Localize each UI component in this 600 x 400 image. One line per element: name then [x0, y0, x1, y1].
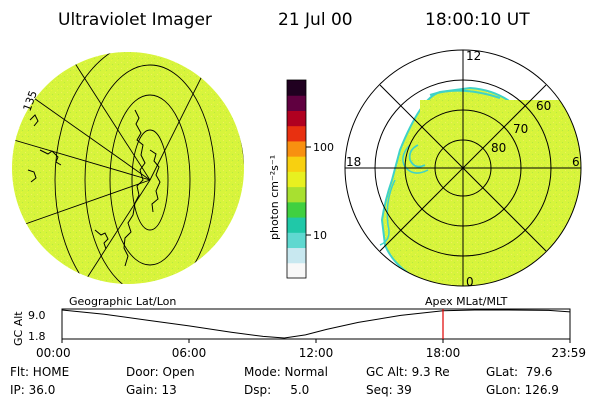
mlat-label-80: 80: [491, 141, 506, 155]
coastlines: [27, 109, 161, 267]
header-title: Ultraviolet Imager: [58, 10, 212, 30]
colorbar-step: [287, 201, 306, 218]
colorbar-label: photon cm⁻²s⁻¹: [268, 155, 281, 240]
status-seq: Seq: 39: [366, 383, 412, 397]
xtick-label: 23:59: [551, 346, 586, 360]
colorbar-step: [287, 232, 306, 249]
xtick-label: 12:00: [299, 346, 334, 360]
status-mode: Mode: Normal: [244, 365, 328, 379]
mlat-label-60: 60: [536, 99, 551, 113]
altitude-series-line: [61, 309, 571, 339]
xtick-label: 00:00: [36, 346, 71, 360]
altitude-chart: GC Alt 9.0 1.8 00:00 06:00 12:00 18:00 23:59: [12, 308, 586, 360]
colorbar-step: [287, 80, 306, 96]
polar-image: 12 18 6 0 60 70 80: [344, 49, 582, 289]
colorbar-step: [287, 262, 306, 279]
status-gain: Gain: 13: [126, 383, 177, 397]
header-date: 21 Jul 00: [278, 10, 353, 30]
colorbar-step: [287, 140, 306, 157]
status-flt: Flt: HOME: [10, 365, 69, 379]
colorbar-tick-10: 10: [313, 229, 327, 242]
colorbar-step: [287, 186, 306, 203]
status-ip: IP: 36.0: [10, 383, 55, 397]
mlt-label-18: 18: [346, 155, 361, 169]
status-glat: GLat: 79.6: [486, 365, 552, 379]
right-panel-label: Apex MLat/MLT: [425, 295, 508, 308]
mlat-label-70: 70: [513, 122, 528, 136]
mlt-label-12: 12: [466, 49, 481, 63]
colorbar-step: [287, 247, 306, 264]
ytick-min: 1.8: [28, 330, 46, 343]
colorbar: 100 10 photon cm⁻²s⁻¹: [268, 79, 334, 279]
polar-grid: [344, 49, 582, 287]
status-door: Door: Open: [126, 365, 195, 379]
colorbar-step: [287, 110, 306, 127]
status-dsp: Dsp: 5.0: [244, 383, 309, 397]
mlt-label-0: 0: [466, 275, 474, 289]
ytick-max: 9.0: [28, 309, 46, 322]
colorbar-step: [287, 217, 306, 233]
colorbar-step: [287, 95, 306, 111]
header-time: 18:00:10 UT: [425, 10, 530, 30]
xtick-label: 06:00: [172, 346, 207, 360]
colorbar-tick-100: 100: [313, 141, 334, 154]
status-glon: GLon: 126.9: [486, 383, 559, 397]
geographic-image: 135: [12, 52, 244, 284]
status-gcalt: GC Alt: 9.3 Re: [366, 365, 450, 379]
colorbar-step: [287, 171, 306, 188]
xtick-label: 18:00: [426, 346, 461, 360]
chart-ylabel: GC Alt: [12, 311, 25, 346]
status-panel: Flt: HOME IP: 36.0 Door: Open Gain: 13 M…: [10, 365, 559, 397]
colorbar-step: [287, 156, 306, 172]
left-panel-label: Geographic Lat/Lon: [69, 295, 176, 308]
mlt-label-6: 6: [572, 155, 580, 169]
colorbar-step: [287, 125, 306, 142]
